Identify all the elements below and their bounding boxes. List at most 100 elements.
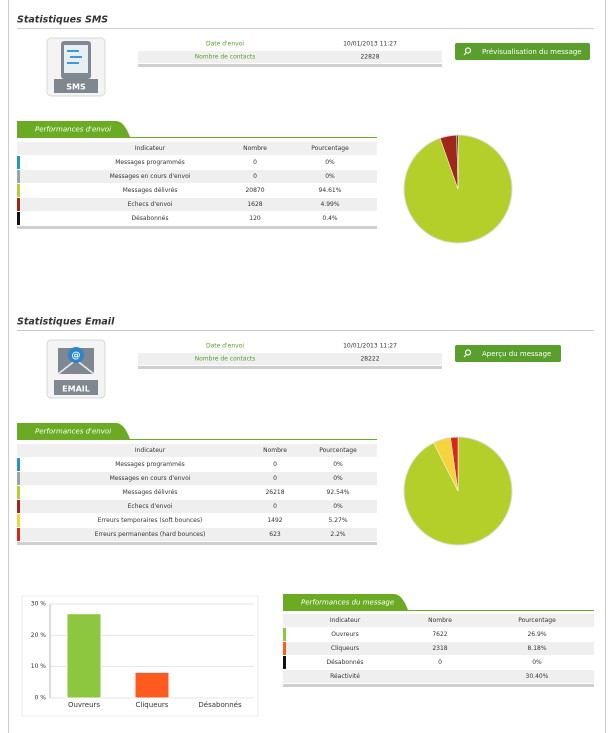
- button-label[interactable]: Prévisualisation du message: [482, 48, 582, 56]
- table-header-cell: Pourcentage: [518, 617, 556, 624]
- row-color: [17, 212, 20, 225]
- email-icon: @: [46, 339, 106, 399]
- button-icon: [463, 52, 467, 56]
- row-percent: 0%: [325, 159, 335, 166]
- button[interactable]: [455, 345, 561, 362]
- table-header: [17, 444, 377, 457]
- table-header-cell: Nombre: [243, 145, 267, 152]
- row-color: [283, 628, 286, 641]
- x-tick-label: Cliqueurs: [136, 701, 169, 709]
- info-label: Nombre de contacts: [195, 54, 256, 61]
- row-label: Messages en cours d'envoi: [110, 173, 191, 180]
- row-label: Echecs d'envoi: [128, 201, 173, 208]
- row-percent: 0%: [333, 503, 343, 510]
- tab[interactable]: [283, 594, 408, 610]
- table-row: [283, 642, 594, 655]
- row-number: 2318: [432, 645, 447, 652]
- icon-label: EMAIL: [62, 385, 90, 394]
- row-percent: 0%: [333, 475, 343, 482]
- button[interactable]: [455, 43, 590, 60]
- table-row: [17, 472, 377, 485]
- tab-label[interactable]: Performances d'envoi: [35, 126, 111, 134]
- row-label: Cliqueurs: [331, 645, 359, 652]
- row-percent: 30.40%: [526, 673, 549, 680]
- button-label[interactable]: Aperçu du message: [482, 350, 551, 358]
- table-row: [17, 212, 377, 225]
- table-header-cell: Pourcentage: [311, 145, 349, 152]
- row-color: [283, 642, 286, 655]
- table-header-cell: Indicateur: [135, 447, 166, 454]
- y-tick-label: 10 %: [31, 663, 47, 670]
- table-row: [17, 514, 377, 527]
- row-number: 0: [253, 173, 257, 180]
- row-color: [283, 656, 286, 669]
- tab[interactable]: [17, 423, 130, 439]
- row-label: Désabonnés: [326, 659, 363, 666]
- row-label: Messages délivrés: [123, 187, 178, 194]
- row-label: Messages programmés: [115, 461, 185, 468]
- row-percent: 5.27%: [328, 517, 347, 524]
- row-color: [17, 528, 20, 541]
- bar: [134, 671, 170, 699]
- table-row: [283, 670, 594, 683]
- row-label: Messages délivrés: [123, 489, 178, 496]
- info-label: Date d'envoi: [206, 41, 244, 48]
- table-row: [283, 656, 594, 669]
- info-label: Date d'envoi: [206, 343, 244, 350]
- info-row: [138, 51, 442, 63]
- table-bottom: [17, 226, 377, 229]
- tab-label[interactable]: Performances du message: [301, 599, 394, 607]
- section-title: Statistiques SMS: [17, 15, 108, 26]
- row-number: 0: [438, 659, 442, 666]
- row-percent: 0.4%: [322, 215, 338, 222]
- row-color: [17, 458, 20, 471]
- table-row: [17, 170, 377, 183]
- info-row: [138, 38, 442, 50]
- row-percent: 4.99%: [320, 201, 339, 208]
- icon-label: SMS: [66, 83, 86, 92]
- sms-icon: [46, 37, 106, 97]
- tab-label[interactable]: Performances d'envoi: [35, 428, 111, 436]
- info-bottom: [138, 64, 442, 67]
- row-label: Echecs d'envoi: [128, 503, 173, 510]
- info-value: 22828: [360, 54, 379, 61]
- table-row: [17, 184, 377, 197]
- info-row: [138, 340, 442, 352]
- row-color: [17, 514, 20, 527]
- info-value: 10/01/2013 11:27: [343, 343, 397, 350]
- table-header-cell: Nombre: [428, 617, 452, 624]
- bar: [66, 613, 102, 699]
- row-number: 1492: [267, 517, 282, 524]
- row-label: Erreurs permanentes (hard bounces): [95, 531, 206, 538]
- row-color: [17, 184, 20, 197]
- row-label: Messages programmés: [115, 159, 185, 166]
- row-color: [17, 198, 20, 211]
- x-tick-label: Ouvreurs: [68, 701, 100, 709]
- table-row: [283, 628, 594, 641]
- table-header: [17, 142, 377, 155]
- row-color: [17, 156, 20, 169]
- row-color: [17, 170, 20, 183]
- row-label: Erreurs temporaires (soft bounces): [98, 517, 203, 524]
- x-tick-label: Désabonnés: [198, 701, 242, 709]
- row-number: 0: [273, 461, 277, 468]
- row-label: Ouvreurs: [331, 631, 359, 638]
- row-percent: 0%: [333, 461, 343, 468]
- row-color: [17, 486, 20, 499]
- row-color: [17, 472, 20, 485]
- row-number: 623: [269, 531, 281, 538]
- row-number: 26218: [265, 489, 284, 496]
- row-percent: 26.9%: [527, 631, 546, 638]
- y-tick-label: 0 %: [35, 695, 47, 702]
- svg-text:@: @: [72, 351, 81, 361]
- tab[interactable]: [17, 121, 130, 137]
- y-tick-label: 20 %: [31, 632, 47, 639]
- info-label: Nombre de contacts: [195, 356, 256, 363]
- table-row: [17, 458, 377, 471]
- row-number: 0: [253, 159, 257, 166]
- table-header-cell: Pourcentage: [319, 447, 357, 454]
- table-row: [17, 156, 377, 169]
- row-label: Messages en cours d'envoi: [110, 475, 191, 482]
